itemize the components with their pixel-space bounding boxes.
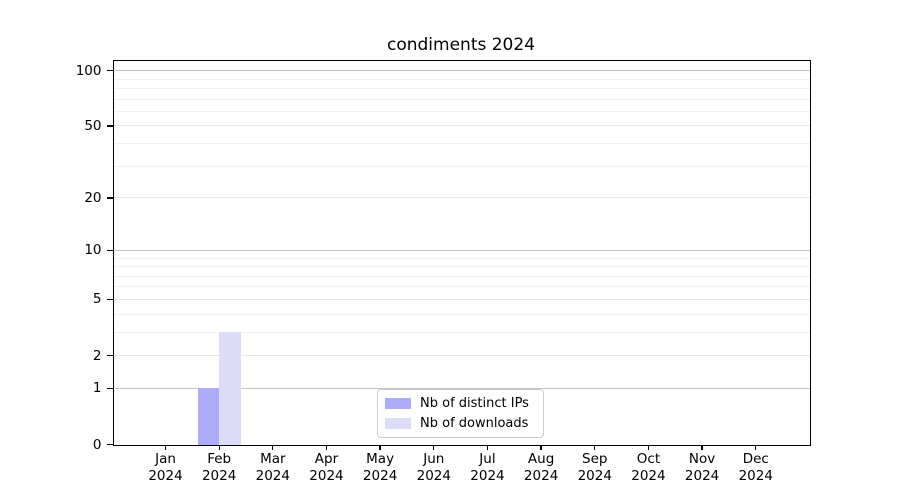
y-gridline-2: [113, 355, 811, 357]
x-tick-month-sep: Sep: [582, 451, 608, 467]
x-tick-aug: [540, 446, 542, 450]
x-tick-jan: [164, 446, 167, 450]
x-tick-month-mar: Mar: [260, 451, 286, 467]
x-tick-label-aug: Aug 2024: [509, 451, 573, 484]
y-tick-5: [106, 298, 113, 301]
y-tick-label-20: 20: [84, 189, 102, 206]
x-tick-month-feb: Feb: [207, 451, 232, 467]
y-gridline-50: [113, 125, 811, 127]
y-minor-gridline-7: [113, 275, 811, 277]
y-tick-label-5: 5: [92, 291, 102, 308]
x-tick-month-jul: Jul: [479, 451, 496, 467]
x-tick-jun: [433, 446, 435, 450]
chart-title: condiments 2024: [386, 35, 536, 55]
y-tick-2: [106, 354, 113, 357]
y-minor-gridline-70: [113, 98, 811, 100]
y-gridline-100: [113, 70, 811, 72]
x-tick-year-apr: 2024: [309, 467, 344, 484]
y-minor-gridline-40: [113, 143, 811, 145]
y-minor-gridline-80: [113, 87, 811, 89]
y-minor-gridline-9: [113, 257, 811, 259]
x-tick-label-jan: Jan 2024: [134, 451, 198, 484]
y-tick-label-1: 1: [92, 380, 102, 397]
bar-distinct-ips-feb: [197, 388, 220, 446]
y-gridline-5: [113, 298, 811, 300]
y-tick-20: [106, 197, 113, 199]
x-tick-label-dec: Dec 2024: [724, 451, 788, 484]
y-gridline-1: [113, 387, 811, 389]
x-tick-year-jan: 2024: [148, 467, 183, 484]
x-tick-feb: [218, 446, 220, 450]
x-tick-label-sep: Sep 2024: [563, 451, 627, 484]
x-tick-month-apr: Apr: [314, 451, 339, 467]
x-tick-year-feb: 2024: [201, 467, 237, 484]
x-tick-year-dec: 2024: [738, 467, 773, 484]
legend-swatch-distinct-ips: [385, 398, 411, 409]
y-minor-gridline-3: [113, 331, 811, 333]
x-tick-label-feb: Feb 2024: [187, 451, 251, 484]
x-tick-oct: [647, 446, 650, 450]
legend-label-downloads: Nb of downloads: [420, 416, 529, 432]
y-tick-1: [106, 387, 113, 390]
x-tick-label-apr: Apr 2024: [294, 451, 358, 484]
y-gridline-10: [113, 249, 811, 251]
y-minor-gridline-4: [113, 313, 811, 315]
y-gridline-20: [113, 197, 811, 199]
legend-swatch-downloads: [385, 418, 411, 429]
y-tick-label-0: 0: [92, 436, 102, 453]
x-tick-year-oct: 2024: [631, 467, 666, 484]
x-tick-month-may: May: [366, 451, 395, 467]
x-tick-month-aug: Aug: [527, 451, 555, 467]
x-tick-month-oct: Oct: [636, 451, 661, 467]
y-minor-gridline-90: [113, 78, 811, 80]
x-tick-month-jan: Jan: [155, 451, 176, 467]
y-minor-gridline-8: [113, 266, 811, 268]
legend-item-downloads: Nb of downloads: [385, 415, 536, 433]
x-tick-label-jul: Jul 2024: [455, 451, 519, 484]
y-tick-50: [106, 125, 113, 127]
legend-item-distinct-ips: Nb of distinct IPs: [385, 394, 536, 412]
y-tick-label-2: 2: [92, 347, 102, 364]
x-tick-year-jul: 2024: [470, 467, 505, 484]
x-tick-year-jun: 2024: [416, 467, 451, 484]
x-tick-year-sep: 2024: [577, 467, 612, 484]
x-tick-month-nov: Nov: [688, 451, 716, 467]
x-tick-mar: [272, 446, 274, 450]
x-tick-label-may: May 2024: [348, 451, 412, 484]
y-tick-10: [106, 249, 113, 251]
y-minor-gridline-6: [113, 286, 811, 288]
x-tick-month-dec: Dec: [742, 451, 769, 467]
x-tick-year-nov: 2024: [684, 467, 720, 484]
x-tick-year-mar: 2024: [255, 467, 290, 484]
legend: Nb of distinct IPs Nb of downloads: [377, 389, 544, 438]
x-tick-label-oct: Oct 2024: [616, 451, 680, 484]
y-minor-gridline-30: [113, 165, 811, 167]
y-tick-label-10: 10: [84, 242, 102, 259]
legend-label-distinct-ips: Nb of distinct IPs: [420, 395, 529, 411]
x-tick-label-nov: Nov 2024: [670, 451, 734, 484]
x-tick-label-mar: Mar 2024: [241, 451, 305, 484]
x-tick-sep: [594, 446, 596, 450]
y-tick-0: [106, 443, 113, 446]
y-tick-label-100: 100: [75, 62, 102, 79]
x-tick-year-aug: 2024: [523, 467, 559, 484]
x-tick-dec: [755, 446, 757, 450]
y-minor-gridline-60: [113, 110, 811, 112]
x-tick-apr: [325, 446, 328, 450]
y-tick-100: [106, 69, 113, 72]
y-tick-label-50: 50: [84, 117, 102, 134]
x-tick-nov: [701, 446, 703, 450]
x-tick-year-may: 2024: [362, 467, 398, 484]
x-tick-jul: [486, 446, 489, 450]
bar-downloads-feb: [219, 332, 241, 446]
x-tick-month-jun: Jun: [423, 451, 445, 467]
plot-area: [113, 60, 811, 446]
x-tick-label-jun: Jun 2024: [402, 451, 466, 484]
x-tick-may: [379, 446, 381, 450]
